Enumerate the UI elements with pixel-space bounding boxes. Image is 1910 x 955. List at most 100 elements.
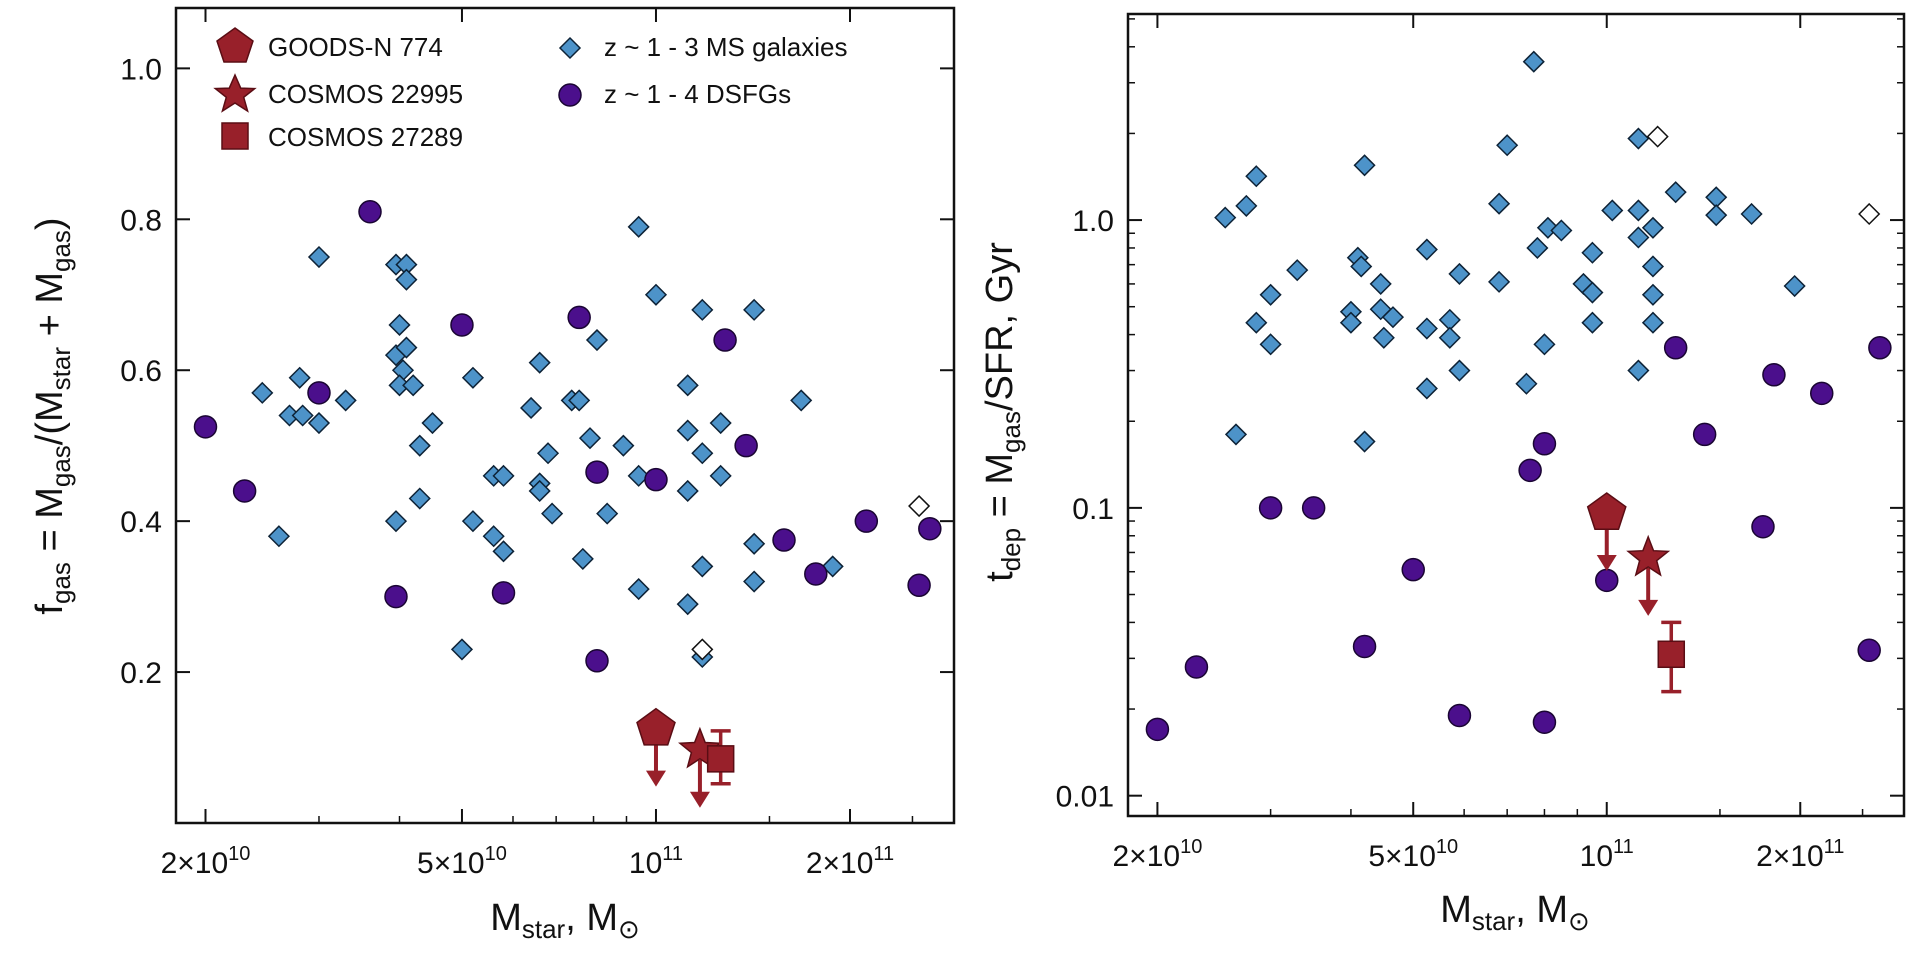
legend-cosmos1-star-marker: [213, 73, 257, 113]
dsfg-point: [772, 528, 796, 552]
legend-goods-label: GOODS-N 774: [268, 32, 443, 62]
goods-n-774-point: [1586, 492, 1627, 530]
ms-galaxy-point: [1488, 192, 1511, 215]
fgas-y-tick-label: 0.4: [120, 506, 162, 539]
ms-galaxy-point: [1245, 311, 1268, 334]
dsfg-point: [1184, 655, 1209, 679]
ms-galaxy-point: [1448, 359, 1471, 382]
legend-goods-pentagon-marker: [216, 27, 254, 63]
ms-galaxy-point: [384, 510, 408, 533]
legend-cosmos2: COSMOS 27289: [221, 122, 463, 152]
ms-galaxy-point: [267, 525, 290, 548]
ms-galaxy-point: [395, 268, 418, 291]
legend-ms-label: z ~ 1 - 3 MS galaxies: [604, 32, 848, 62]
dsfg-point: [1518, 458, 1542, 483]
dsfg-point: [713, 328, 737, 352]
ms-galaxy-point: [1515, 372, 1538, 395]
dsfg-point: [1762, 363, 1786, 387]
ms-galaxy-point: [1224, 423, 1248, 446]
ms-galaxy-point: [571, 547, 594, 570]
ms-galaxy-point: [1369, 272, 1392, 295]
ms-galaxy-point: [1664, 181, 1687, 204]
ms-galaxy-point: [388, 313, 411, 337]
dsfg-point: [491, 581, 516, 605]
fgas-y-ticks: 0.2 0.4 0.6 0.8 1.0: [120, 53, 954, 690]
fgas-y-tick-label: 0.8: [120, 204, 162, 237]
fgas-x-tick-label: 2×1011: [806, 843, 894, 880]
ms-galaxy-point: [1627, 359, 1650, 382]
ms-galaxy-point: [1641, 255, 1665, 278]
fgas-targets: [636, 707, 735, 808]
tdep-x-tick-label: 5×1010: [1368, 836, 1458, 873]
ms-galaxy-point: [1581, 281, 1604, 304]
ms-galaxy-point: [790, 389, 813, 412]
ms-galaxy-point: [1496, 134, 1519, 157]
tdep-x-ticks: 2×1010 5×1010 1011 2×1011: [1113, 14, 1864, 873]
tdep-x-tick-label: 1011: [1580, 836, 1634, 873]
ms-galaxy-point: [528, 479, 551, 503]
ms-galaxy-point: [1259, 283, 1282, 306]
dsfg-point: [1594, 568, 1619, 593]
tdep-y-ticks: 0.01 0.1 1.0: [1056, 18, 1904, 814]
dsfg-point: [918, 516, 942, 541]
ms-galaxy-point: [1601, 199, 1624, 222]
goods-upper-limit-arrow-head: [1596, 554, 1617, 571]
ms-galaxy-point: [288, 366, 311, 389]
ms-galaxy-point: [1353, 154, 1376, 177]
fgas-panel: 2×1010 5×1010 1011 2×1011 0.2 0.4 0.6 0.8 1.0 G…: [29, 6, 956, 944]
ms-galaxy-point: [1705, 204, 1728, 227]
ms-galaxy-point: [528, 351, 551, 374]
ms-galaxy-point: [395, 336, 418, 359]
tdep-y-tick-label: 0.1: [1072, 493, 1114, 526]
dsfg-point: [1532, 710, 1557, 734]
ms-galaxy-point: [596, 502, 619, 525]
cosmos-27289-point: [706, 745, 735, 773]
ms-galaxy-point: [691, 298, 714, 321]
ms-galaxy-point: [1627, 127, 1650, 150]
ms-galaxy-open-point: [1646, 125, 1669, 148]
dsfg-point: [804, 562, 828, 586]
ms-galaxy-point: [1783, 274, 1806, 298]
ms-galaxy-point: [1448, 262, 1471, 285]
ms-galaxy-point: [821, 555, 844, 578]
ms-galaxy-point: [691, 442, 714, 465]
dsfg-point: [232, 479, 257, 503]
fgas-x-tick-label: 5×1010: [417, 843, 507, 880]
ms-galaxy-point: [691, 555, 714, 578]
ms-galaxy-point: [743, 570, 766, 593]
ms-galaxy-point: [1627, 199, 1650, 222]
ms-galaxy-point: [402, 374, 425, 397]
dsfg-point: [585, 649, 609, 673]
legend-cosmos1: COSMOS 22995: [213, 73, 463, 113]
tdep-targets: [1586, 492, 1686, 694]
dsfg-point: [585, 460, 609, 484]
dsfg-point: [907, 573, 931, 598]
ms-galaxy-point: [408, 434, 431, 457]
legend-dsfg-label: z ~ 1 - 4 DSFGs: [604, 79, 791, 109]
fgas-y-axis-label: fgas = Mgas/(Mstar + Mgas): [29, 217, 76, 614]
legend-ms-diamond-marker: [558, 36, 582, 60]
ms-galaxy-point: [676, 419, 699, 442]
ms-galaxy-point: [1350, 255, 1373, 278]
fgas-y-tick-label: 0.6: [120, 355, 162, 388]
legend: GOODS-N 774 COSMOS 22995 COSMOS 27289 z …: [213, 27, 848, 152]
legend-ms: z ~ 1 - 3 MS galaxies: [558, 32, 848, 62]
dsfg-point: [1145, 717, 1170, 742]
ms-galaxy-point: [536, 442, 560, 465]
legend-cosmos2-label: COSMOS 27289: [268, 122, 463, 152]
tdep-plot-frame: [1126, 12, 1906, 818]
dsfg-point: [1401, 557, 1425, 582]
ms-galaxy-point: [334, 389, 357, 412]
ms-galaxy-point: [1245, 165, 1268, 188]
ms-galaxy-point: [1550, 219, 1573, 242]
fgas-x-tick-label: 2×1010: [161, 843, 251, 880]
ms-galaxy-point: [482, 525, 505, 548]
ms-galaxy-point: [743, 532, 766, 555]
tdep-x-tick-label: 2×1011: [1756, 836, 1844, 873]
ms-galaxy-point: [709, 464, 732, 487]
dsfg-point: [1857, 638, 1881, 663]
dsfg-point: [307, 381, 331, 405]
ms-galaxy-point: [676, 593, 699, 616]
fgas-y-tick-label: 1.0: [120, 53, 162, 86]
